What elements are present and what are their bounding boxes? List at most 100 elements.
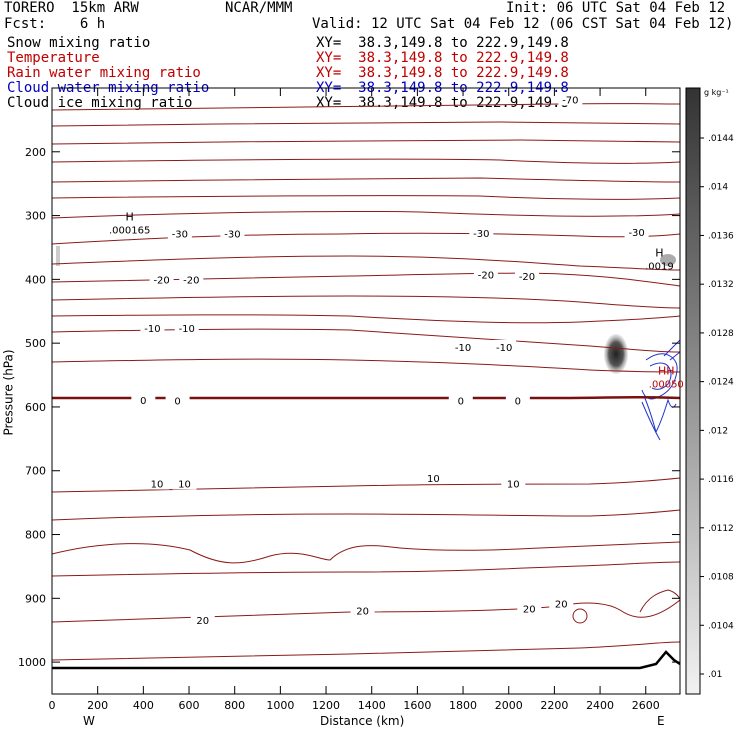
- org-label: NCAR/MMM: [225, 0, 293, 16]
- high-marker: H: [126, 210, 134, 223]
- x-tick-label: 600: [179, 699, 200, 712]
- y-tick-label: 900: [25, 592, 46, 605]
- contour-label-bg: [501, 476, 526, 490]
- x-tick-label: 1000: [266, 699, 294, 712]
- contour-label: -30: [224, 229, 240, 240]
- terrain-line: [52, 650, 681, 670]
- forecast-hour: Fcst: 6 h: [4, 16, 106, 32]
- colorbar-tick-label: .01: [708, 670, 722, 680]
- contour-label-bg: [558, 92, 583, 106]
- colorbar-tick-label: .0112: [708, 524, 734, 534]
- contour-label-bg: [145, 476, 170, 490]
- y-tick-label: 300: [25, 210, 46, 223]
- contour-label-bg: [517, 601, 542, 615]
- contour-label: 10: [151, 479, 164, 490]
- contour-label-bg: [131, 392, 156, 406]
- contour-label-bg: [174, 320, 199, 334]
- contour-label: 20: [196, 616, 209, 627]
- colorbar: [685, 87, 701, 695]
- contour-label-bg: [492, 339, 517, 353]
- colorbar-tick-label: .0128: [708, 329, 734, 339]
- y-tick-label: 800: [25, 529, 46, 542]
- colorbar-tick-label: .014: [708, 183, 728, 193]
- colorbar-tick-label: .0108: [708, 573, 734, 583]
- colorbar-tick-label: .0116: [708, 475, 734, 485]
- high-marker: HH: [658, 365, 675, 378]
- contour-label-bg: [514, 269, 539, 283]
- colorbar-tick-label: .0104: [708, 621, 734, 631]
- contour-label: -10: [496, 343, 512, 354]
- contour-label: -10: [455, 343, 471, 354]
- cloud-ice-blob-west: [56, 246, 60, 266]
- contour-label-bg: [421, 470, 446, 484]
- contour-label-bg: [451, 339, 476, 353]
- contour-label: 0: [140, 396, 146, 407]
- init-time: Init: 06 UTC Sat 04 Feb 12: [506, 0, 726, 16]
- contour-label-bg: [149, 272, 174, 286]
- plot-frame: [51, 87, 681, 695]
- temperature-contours: [51, 103, 681, 661]
- field-xy-temperature: XY= 38.3,149.8 to 222.9,149.8: [316, 50, 569, 66]
- colorbar-unit: g kg⁻¹: [704, 88, 729, 97]
- x-tick-label: 400: [133, 699, 154, 712]
- contour-label-bg: [469, 225, 494, 239]
- contour-label-bg: [140, 320, 165, 334]
- contour-label: 0: [458, 397, 464, 408]
- contour-label: -30: [172, 229, 188, 240]
- contour-label: -30: [628, 228, 644, 239]
- colorbar-tick-label: .0132: [708, 280, 734, 290]
- cloud-ice-blob-east: [604, 334, 628, 374]
- x-axis-west: W: [83, 714, 95, 728]
- field-xy-snow: XY= 38.3,149.8 to 222.9,149.8: [316, 35, 569, 51]
- x-tick-label: 1800: [449, 699, 477, 712]
- y-tick-label: 1000: [18, 656, 46, 669]
- chart-axes: 0 200 400 600 800 1000 1200 1400 1600 1800 2000 220…: [18, 87, 734, 712]
- contour-label-bg: [350, 603, 375, 617]
- field-name-cloud-ice: Cloud ice mixing ratio: [7, 95, 193, 111]
- contour-label: -10: [144, 324, 160, 335]
- contour-label: -70: [562, 95, 578, 106]
- contour-label: 0: [515, 397, 521, 408]
- x-tick-label: 800: [224, 699, 245, 712]
- contour-label-bg: [505, 393, 530, 407]
- y-tick-label: 200: [25, 146, 46, 159]
- contour-label: 10: [427, 474, 440, 485]
- contour-label-bg: [549, 596, 574, 610]
- colorbar-tick-label: .0136: [708, 231, 734, 241]
- x-tick-label: 2200: [540, 699, 568, 712]
- x-axis-title: Distance (km): [320, 714, 405, 728]
- contour-label: -20: [183, 275, 199, 286]
- colorbar-tick-label: .0124: [708, 378, 734, 388]
- x-tick-label: 1200: [312, 699, 340, 712]
- contour-label-bg: [167, 226, 192, 240]
- contour-label-bg: [190, 613, 215, 627]
- field-xy-rain: XY= 38.3,149.8 to 222.9,149.8: [316, 65, 569, 81]
- y-tick-label: 700: [25, 465, 46, 478]
- contour-label: 20: [356, 606, 369, 617]
- contour-label: -20: [478, 270, 494, 281]
- field-name-rain: Rain water mixing ratio: [7, 65, 201, 81]
- high-marker: H: [655, 247, 663, 260]
- contour-label-bg: [473, 267, 498, 281]
- x-tick-label: 1400: [358, 699, 386, 712]
- colorbar-tick-label: .012: [708, 426, 728, 436]
- contour-label: 0: [174, 397, 180, 408]
- field-xy-cloud-ice: XY= 38.3,149.8 to 222.9,149.8: [316, 95, 569, 111]
- contour-label: -20: [153, 275, 169, 286]
- field-name-temperature: Temperature: [7, 50, 100, 66]
- x-tick-label: 2000: [495, 699, 523, 712]
- x-tick-label: 200: [87, 699, 108, 712]
- contour-label-bg: [165, 393, 190, 407]
- contour-label-bg: [220, 226, 245, 240]
- x-tick-label: 2400: [586, 699, 614, 712]
- high-marker-value: .000165: [109, 225, 150, 236]
- high-marker-value: .0019: [645, 262, 674, 273]
- x-tick-label: 0: [49, 699, 56, 712]
- y-axis-title: Pressure (hPa): [1, 349, 16, 436]
- contour-label: -30: [473, 229, 489, 240]
- x-tick-label: 2600: [632, 699, 660, 712]
- contour-labels: -70 -30 -30 -30 -30 -20 -20 -20 -20 -10 -10 -10 -10 0…: [109, 92, 684, 627]
- model-title: TORERO 15km ARW: [4, 0, 139, 16]
- cloud-ice-blob-upper: [660, 254, 676, 266]
